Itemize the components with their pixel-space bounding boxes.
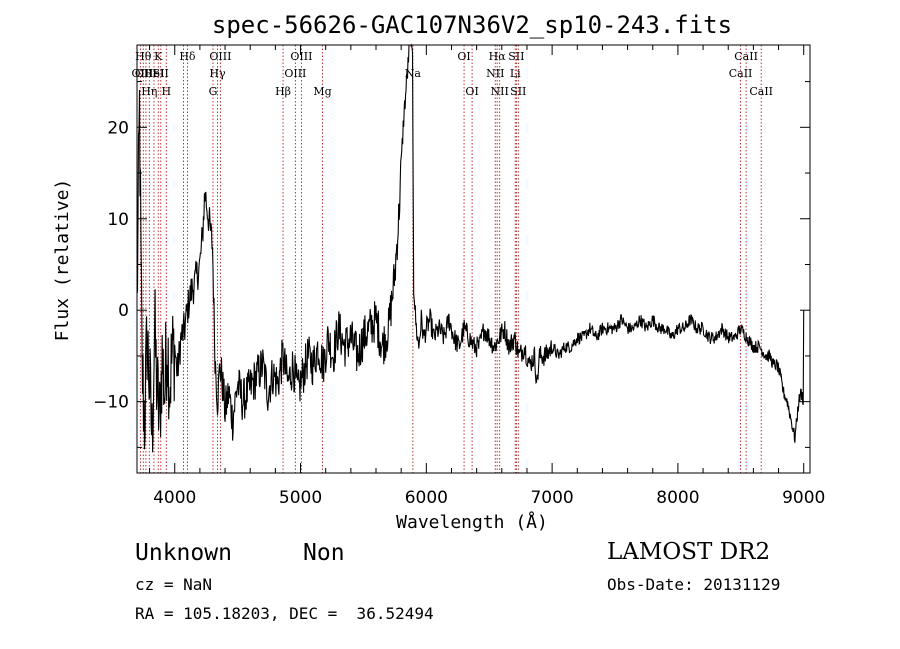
spectral-line-label: SII [508,50,524,63]
x-axis-ticks: 4000 5000 6000 7000 8000 9000 [149,45,825,508]
x-tick-label: 5000 [279,488,322,508]
x-axis-label: Wavelength (Å) [396,511,548,533]
y-tick-label: 0 [118,301,129,321]
spectrum-series-line [136,43,805,453]
spectral-line-label: Hη [141,85,157,98]
subclass-label: Non [303,540,345,566]
spectral-line-label: Hα [489,50,507,63]
spectral-line-label: Hδ [179,50,196,63]
spectral-line-markers [139,45,762,473]
spectral-line-label: G [209,85,218,98]
chart-title: spec-56626-GAC107N36V2_sp10-243.fits [212,11,732,39]
cz-value: cz = NaN [135,575,213,594]
spectral-line-labels: OII Hθ OIII Hη HeI K SII H Hδ G Hγ OIII Hβ OIII OIII Mg… [132,50,773,98]
spectral-line-label: Hγ [209,67,226,80]
x-tick-label: 4000 [153,488,196,508]
spectral-line-label: CaII [734,50,758,63]
spectral-line-label: NII [486,67,504,80]
spectral-line-label: CaII [729,67,753,80]
spectral-line-label: SII [153,67,169,80]
x-tick-label: 8000 [656,488,699,508]
y-axis-ticks: −10 0 10 20 [93,81,810,448]
y-tick-label: 10 [107,210,129,230]
obs-date: Obs-Date: 20131129 [607,575,781,594]
x-tick-label: 6000 [405,488,448,508]
survey-label: LAMOST DR2 [607,539,771,565]
y-tick-label: 20 [107,118,129,138]
spectral-line-label: NII [491,85,509,98]
spectral-line-label: OIII [284,67,306,80]
spectral-line-label: SII [510,85,526,98]
spectral-line-label: Mg [313,85,331,98]
spectral-line-label: CaII [749,85,773,98]
y-tick-label: −10 [93,393,129,413]
spectral-line-label: OIII [209,50,231,63]
x-tick-label: 7000 [530,488,573,508]
spectral-line-label: Li [510,67,521,80]
spectrum-chart: spec-56626-GAC107N36V2_sp10-243.fits OII… [52,11,825,533]
coordinates: RA = 105.18203, DEC = 36.52494 [135,604,434,623]
spectral-line-label: HeI [144,67,164,80]
spectral-line-label: OI [465,85,478,98]
spectral-line-label: OIII [290,50,312,63]
spectral-line-label: OIII [135,67,157,80]
plot-frame [136,44,811,474]
spectral-line-label: OI [457,50,470,63]
class-label: Unknown [135,540,232,566]
spectral-line-label: Hθ [135,50,152,63]
x-tick-label: 9000 [782,488,825,508]
y-axis-label: Flux (relative) [52,179,73,342]
spectral-line-label: H [162,85,172,98]
spectral-line-label: Hβ [275,85,291,98]
spectral-line-label: K [154,50,163,63]
spectral-line-label: OII [132,67,150,80]
